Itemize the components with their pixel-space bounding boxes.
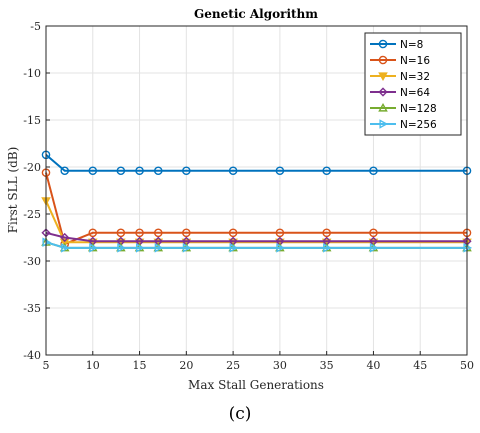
data-point bbox=[322, 228, 331, 238]
legend-marker bbox=[378, 87, 388, 97]
data-point bbox=[61, 243, 70, 253]
series-line bbox=[45, 172, 467, 246]
y-tick-label: -25 bbox=[23, 208, 41, 221]
data-point bbox=[276, 243, 285, 253]
y-tick-label: -20 bbox=[23, 161, 41, 174]
data-point bbox=[153, 166, 163, 176]
y-tick-label: -15 bbox=[23, 114, 41, 127]
legend-marker bbox=[378, 72, 388, 82]
y-tick-label: -30 bbox=[23, 255, 41, 268]
data-point bbox=[88, 228, 98, 238]
y-tick-label: -35 bbox=[23, 302, 41, 315]
data-point bbox=[182, 166, 191, 176]
x-tick-label: 15 bbox=[133, 359, 147, 372]
data-point bbox=[369, 243, 379, 253]
series-n-256 bbox=[42, 237, 473, 253]
data-point bbox=[369, 228, 378, 238]
y-tick-label: -10 bbox=[23, 67, 41, 80]
y-axis-label: First SLL (dB) bbox=[6, 147, 20, 234]
x-tick-label: 40 bbox=[366, 359, 380, 372]
y-tick-label: -5 bbox=[30, 20, 41, 33]
data-point bbox=[116, 228, 126, 238]
data-point bbox=[154, 243, 164, 253]
data-point bbox=[228, 228, 238, 238]
x-tick-label: 5 bbox=[43, 359, 50, 372]
legend-marker bbox=[378, 102, 388, 112]
data-point bbox=[229, 243, 239, 253]
axis-ticks: 5 10 15 20 25 30 35 40 45 50 -40 -35 -30 -25 -20 -15 -10… bbox=[23, 20, 474, 372]
plot-frame bbox=[45, 25, 468, 356]
legend-label: N=128 bbox=[400, 103, 437, 115]
data-point bbox=[182, 243, 192, 253]
data-point bbox=[60, 166, 70, 176]
x-tick-label: 20 bbox=[179, 359, 193, 372]
data-point bbox=[275, 228, 285, 238]
chart-title: Genetic Algorithm bbox=[194, 7, 318, 21]
data-point bbox=[228, 166, 238, 176]
legend-label: N=256 bbox=[400, 119, 437, 131]
data-point bbox=[59, 238, 70, 248]
figure-caption: (c) bbox=[228, 404, 252, 424]
legend-marker bbox=[378, 39, 388, 49]
series-line bbox=[45, 154, 467, 172]
data-point bbox=[135, 166, 144, 176]
legend-label: N=64 bbox=[400, 87, 430, 99]
series-line bbox=[45, 231, 467, 243]
data-point bbox=[135, 228, 144, 238]
data-point bbox=[323, 243, 332, 253]
y-tick-label: -40 bbox=[23, 349, 41, 362]
chart-canvas: 5 10 15 20 25 30 35 40 45 50 -40 -35 -30 -25 -20 -15 -10… bbox=[6, 7, 474, 392]
x-tick-label: 50 bbox=[460, 359, 474, 372]
x-tick-label: 10 bbox=[86, 359, 100, 372]
series-line bbox=[45, 241, 467, 249]
x-tick-label: 30 bbox=[273, 359, 287, 372]
legend-marker bbox=[378, 55, 388, 65]
data-point bbox=[116, 166, 126, 176]
legend-label: N=16 bbox=[400, 55, 430, 67]
legend-label: N=32 bbox=[400, 71, 430, 83]
data-point bbox=[89, 243, 98, 253]
x-axis-label: Max Stall Generations bbox=[188, 378, 324, 392]
data-point bbox=[153, 228, 163, 238]
x-tick-label: 25 bbox=[226, 359, 240, 372]
data-point bbox=[275, 166, 285, 176]
legend: N=8 N=16 N=32 N=64 N=128 N=256 bbox=[364, 32, 462, 136]
legend-box bbox=[364, 32, 462, 136]
data-point bbox=[369, 166, 378, 176]
data-point bbox=[322, 166, 331, 176]
data-point bbox=[60, 232, 70, 243]
data-point bbox=[135, 243, 145, 253]
data-point bbox=[88, 166, 98, 176]
x-tick-label: 45 bbox=[413, 359, 427, 372]
x-tick-label: 35 bbox=[320, 359, 334, 372]
legend-label: N=8 bbox=[400, 39, 423, 51]
data-point bbox=[182, 228, 191, 238]
data-point bbox=[117, 243, 126, 253]
legend-marker bbox=[379, 119, 389, 129]
